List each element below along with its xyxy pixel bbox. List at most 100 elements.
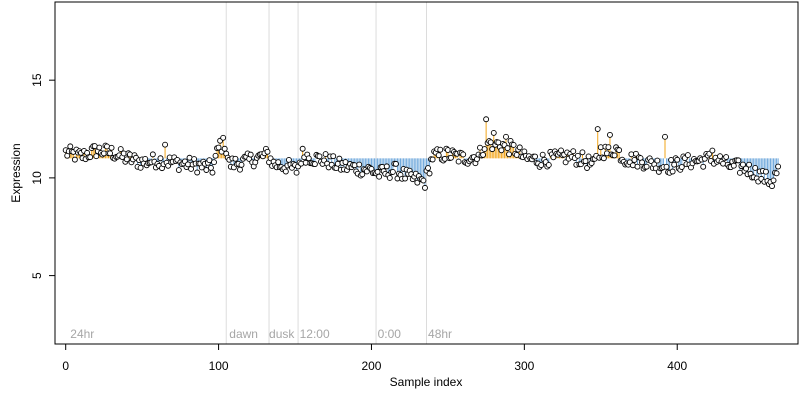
data-point (264, 148, 271, 155)
data-point (221, 145, 228, 152)
data-point (570, 148, 577, 155)
data-point (426, 170, 433, 177)
data-point (740, 161, 746, 168)
data-point (735, 157, 742, 164)
data-point (643, 163, 650, 170)
phase-labels: 24hr dawn dusk 12:00 0:00 48hr (70, 327, 452, 341)
data-point (425, 165, 431, 171)
data-point (137, 164, 144, 171)
data-point (498, 147, 505, 154)
data-point (212, 152, 219, 159)
data-point (316, 153, 323, 160)
data-point (282, 168, 289, 175)
data-point (209, 169, 216, 176)
data-point (330, 153, 337, 160)
data-point (582, 158, 589, 165)
data-point (639, 159, 646, 166)
data-point (545, 162, 552, 168)
phase-label: 0:00 (378, 327, 402, 341)
data-point (516, 144, 523, 151)
data-point (770, 177, 777, 184)
data-point (67, 143, 74, 150)
data-point (142, 155, 149, 162)
data-point (299, 145, 306, 152)
x-tick-label: 400 (667, 359, 687, 373)
data-point (574, 152, 581, 159)
data-point (709, 147, 716, 154)
data-point (600, 155, 607, 162)
data-point (743, 165, 749, 172)
data-point (402, 175, 409, 182)
data-point (435, 152, 442, 159)
data-point (305, 155, 312, 162)
data-point (662, 133, 668, 140)
data-point (455, 158, 462, 165)
data-point (539, 151, 546, 158)
data-point (532, 153, 538, 160)
data-point (334, 160, 341, 167)
data-point (117, 146, 124, 153)
data-point (490, 129, 497, 136)
data-point (298, 160, 305, 167)
data-point (232, 155, 239, 162)
data-point (311, 161, 318, 168)
x-axis-title: Sample index (390, 375, 463, 389)
data-point (616, 147, 623, 154)
data-point (611, 152, 618, 159)
y-tick-label: 15 (30, 73, 44, 87)
data-point (684, 152, 691, 159)
phase-label: 24hr (70, 327, 94, 341)
x-tick-label: 300 (514, 359, 534, 373)
data-point (203, 167, 210, 173)
y-axis: 5 10 15 (30, 73, 55, 279)
x-tick-label: 0 (62, 359, 69, 373)
data-point (149, 151, 156, 158)
data-point (504, 145, 511, 152)
data-point (420, 177, 427, 184)
data-point (238, 161, 245, 168)
data-point (769, 183, 775, 190)
data-point (220, 134, 227, 141)
data-point (631, 156, 638, 163)
data-point (247, 151, 254, 158)
y-axis-title: Expression (9, 143, 23, 202)
data-point (275, 159, 282, 166)
data-point (207, 164, 214, 171)
data-point (717, 153, 723, 160)
data-point (389, 168, 396, 175)
data-point (730, 162, 737, 169)
data-point (376, 173, 383, 180)
phase-label: 12:00 (300, 327, 330, 341)
data-point (674, 156, 681, 163)
data-point (634, 163, 641, 170)
data-point (215, 144, 222, 151)
data-point (481, 146, 488, 153)
data-point (663, 163, 670, 170)
data-point (322, 151, 329, 158)
x-tick-label: 200 (361, 359, 381, 373)
data-point (483, 116, 490, 123)
data-point (336, 155, 343, 162)
data-point (175, 167, 182, 174)
phase-label: 48hr (428, 327, 452, 341)
data-point (71, 156, 78, 163)
data-point (762, 168, 769, 175)
data-point (503, 133, 509, 140)
data-point (162, 141, 169, 148)
data-point (487, 139, 494, 146)
data-point (96, 144, 103, 151)
data-point (108, 144, 115, 151)
data-point (356, 161, 363, 168)
data-point (374, 168, 381, 175)
data-point (293, 169, 300, 176)
data-points (62, 116, 782, 191)
data-point (678, 164, 685, 171)
data-point (773, 170, 780, 177)
data-point (700, 163, 707, 170)
data-point (237, 166, 243, 173)
data-point (510, 142, 517, 148)
data-point (654, 157, 661, 164)
data-point (157, 155, 164, 162)
data-point (198, 164, 205, 171)
